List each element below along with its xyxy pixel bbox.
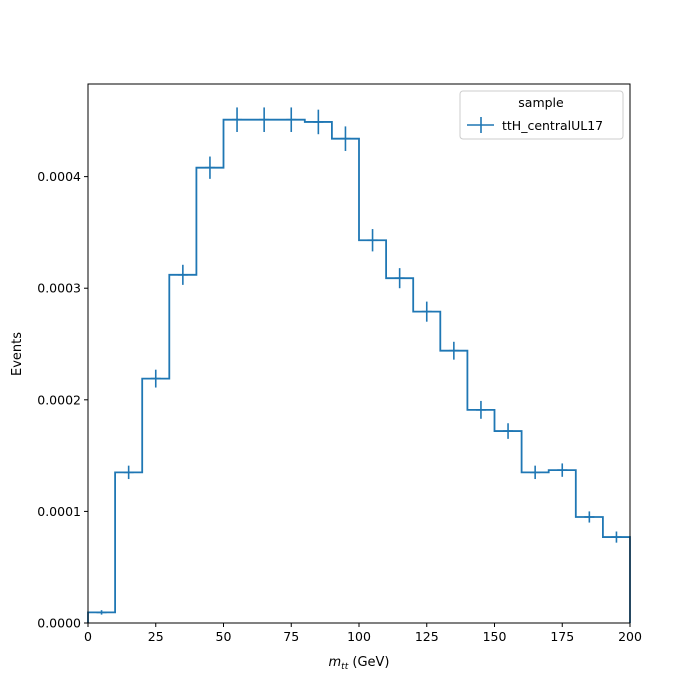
legend-frame	[459, 90, 624, 140]
legend-entry-label: ttH_centralUL17	[502, 118, 603, 133]
axes: 0 25 50 75 100 125 150 175 200 0.0000 0.0001 0.0002…	[37, 83, 642, 644]
x-tick-label: 75	[283, 629, 299, 644]
y-tick-label: 0.0002	[37, 392, 81, 407]
y-tick-label: 0.0001	[37, 504, 81, 519]
x-tick-label: 125	[415, 629, 439, 644]
x-tick-label: 150	[483, 629, 507, 644]
x-tick-label: 0	[84, 629, 92, 644]
x-tick-label: 200	[618, 629, 642, 644]
legend: sample ttH_centralUL17	[459, 90, 624, 140]
y-tick-label: 0.0003	[37, 281, 81, 296]
y-axis-title: Events	[10, 332, 25, 376]
x-tick-label: 175	[550, 629, 574, 644]
y-tick-label: 0.0004	[37, 169, 81, 184]
plot-area	[87, 107, 631, 623]
y-tick-label: 0.0000	[37, 616, 81, 631]
x-tick-label: 100	[347, 629, 371, 644]
x-tick-label: 25	[148, 629, 164, 644]
x-tick-label: 50	[216, 629, 232, 644]
x-axis-title: mtt (GeV)	[329, 655, 390, 672]
legend-title: sample	[518, 95, 564, 110]
